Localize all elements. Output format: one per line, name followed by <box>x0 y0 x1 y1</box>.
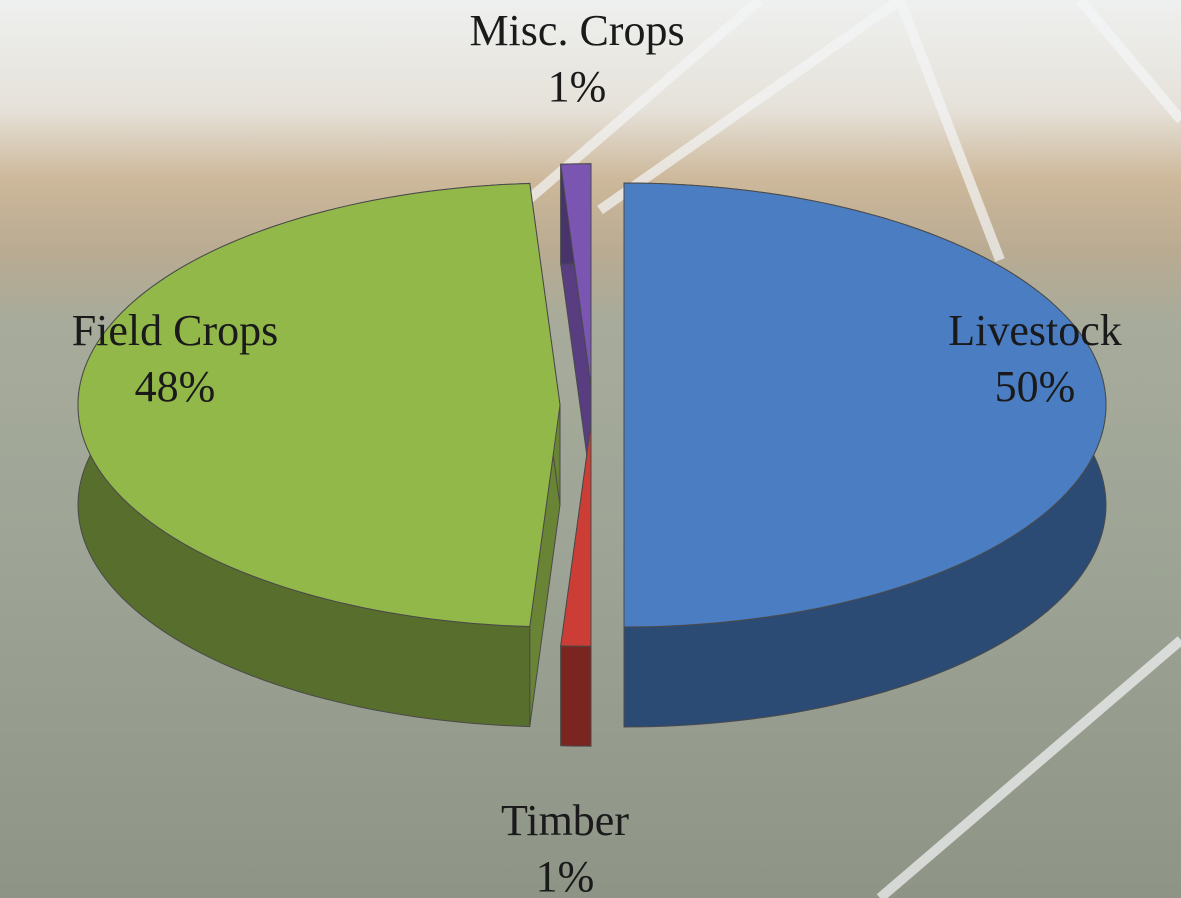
slice-value-label: 50% <box>995 362 1076 411</box>
slice <box>560 163 592 386</box>
slice-label: Livestock <box>948 306 1122 355</box>
slice-label: Field Crops <box>72 306 279 355</box>
slice-label: Timber <box>501 796 629 845</box>
slice-value-label: 1% <box>536 852 595 898</box>
slice-side <box>560 645 592 747</box>
slice-label: Misc. Crops <box>469 6 684 55</box>
pie <box>77 163 1107 747</box>
slice <box>77 182 561 628</box>
labels: Livestock 50% Timber 1% Field Crops 48% Misc. … <box>72 6 1122 898</box>
slice-value-label: 48% <box>135 362 216 411</box>
slice <box>623 182 1107 628</box>
slice-value-label: 1% <box>548 62 607 111</box>
slice <box>560 424 592 647</box>
